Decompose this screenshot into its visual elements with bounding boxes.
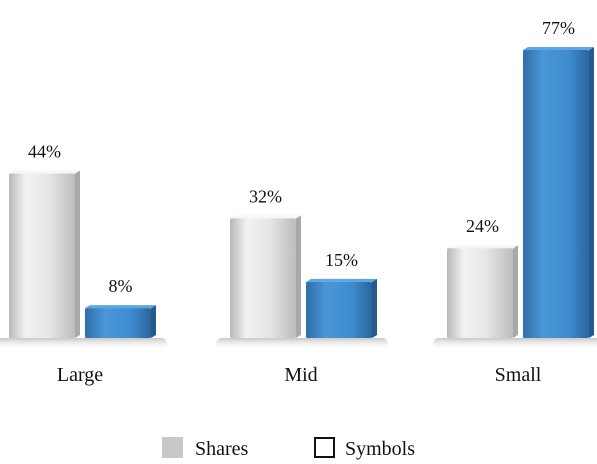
bar-front-shares-large <box>9 173 75 338</box>
data-label-symbols-large: 8% <box>109 276 133 296</box>
floor-shadow-small <box>433 338 597 350</box>
bar-top-symbols-mid <box>306 278 377 282</box>
data-label-symbols-mid: 15% <box>325 250 358 270</box>
bar-top-shares-mid <box>230 215 301 219</box>
bar-side-shares-small <box>513 245 518 338</box>
bar-side-shares-mid <box>296 215 301 338</box>
data-label-symbols-small: 77% <box>542 18 575 38</box>
bar-top-shares-small <box>447 245 518 249</box>
bar-side-symbols-small <box>589 47 594 339</box>
bar-front-shares-small <box>447 248 513 338</box>
bar-top-symbols-small <box>523 47 594 51</box>
bar-symbols-large <box>85 305 156 338</box>
bar-symbols-mid <box>306 278 377 338</box>
bar-side-symbols-mid <box>372 278 377 338</box>
floor-shadow-mid <box>216 338 388 350</box>
legend-swatch-shares <box>162 437 183 458</box>
bar-top-symbols-large <box>85 305 156 309</box>
bar-front-symbols-large <box>85 308 151 338</box>
bar-shares-large <box>9 170 80 338</box>
legend: Shares Symbols <box>162 437 415 460</box>
bar-side-shares-large <box>75 170 80 338</box>
bar-top-shares-large <box>9 170 80 174</box>
data-label-shares-large: 44% <box>28 141 61 161</box>
legend-label-symbols: Symbols <box>345 438 415 460</box>
bar-side-symbols-large <box>151 305 156 338</box>
x-tick-small: Small <box>495 364 542 386</box>
data-label-shares-mid: 32% <box>249 186 282 206</box>
x-tick-mid: Mid <box>284 364 317 386</box>
legend-swatch-symbols <box>314 437 335 458</box>
bar-front-shares-mid <box>230 218 296 338</box>
bar-front-symbols-mid <box>306 281 372 338</box>
bar-shares-small <box>447 245 518 338</box>
legend-label-shares: Shares <box>195 438 249 460</box>
bar-shares-mid <box>230 215 301 338</box>
floor-shadow-large <box>0 338 167 350</box>
bar-symbols-small <box>523 47 594 339</box>
data-label-shares-small: 24% <box>466 216 499 236</box>
bar-front-symbols-small <box>523 50 589 339</box>
x-tick-large: Large <box>57 364 103 386</box>
